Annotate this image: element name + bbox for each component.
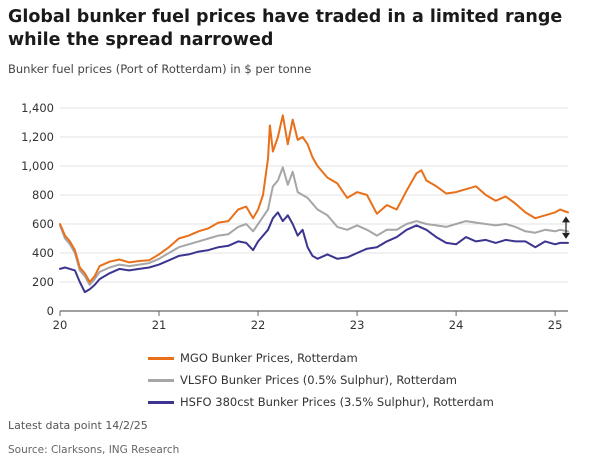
legend: MGO Bunker Prices, Rotterdam VLSFO Bunke… [148,347,494,413]
legend-swatch-hsfo [148,400,174,404]
x-axis: 20 21 22 23 24 25 [53,311,563,332]
legend-label-mgo: MGO Bunker Prices, Rotterdam [180,351,358,365]
y-tick-label: 1,400 [21,101,54,115]
source-note: Source: Clarksons, ING Research [8,444,180,456]
y-tick-label: 1,000 [21,159,54,173]
chart-title: Global bunker fuel prices have traded in… [8,7,563,50]
legend-swatch-vlsfo [148,378,174,382]
series-lines [59,114,569,294]
y-tick-label: 800 [32,188,54,202]
gridlines [60,107,568,312]
y-tick-label: 200 [32,275,54,289]
chart-subtitle: Bunker fuel prices (Port of Rotterdam) i… [8,62,312,76]
y-tick-label: 0 [47,304,54,318]
x-tick-label: 22 [251,318,266,332]
x-tick-label: 25 [548,318,563,332]
spread-arrow-head-down [562,232,570,239]
series-line [59,166,569,286]
y-tick-label: 1,200 [21,130,54,144]
spread-arrow-icon [562,216,570,239]
legend-item-vlsfo: VLSFO Bunker Prices (0.5% Sulphur), Rott… [148,369,494,391]
x-tick-label: 21 [152,318,167,332]
y-tick-label: 400 [32,246,54,260]
x-tick-label: 23 [350,318,365,332]
latest-data-note: Latest data point 14/2/25 [8,419,148,432]
legend-item-hsfo: HSFO 380cst Bunker Prices (3.5% Sulphur)… [148,391,494,413]
y-axis: 0 200 400 600 800 1,000 1,200 1,400 [21,101,54,318]
x-tick-label: 20 [53,318,68,332]
legend-label-vlsfo: VLSFO Bunker Prices (0.5% Sulphur), Rott… [180,373,457,387]
y-tick-label: 600 [32,217,54,231]
legend-swatch-mgo [148,356,174,360]
series-line [59,114,569,283]
legend-label-hsfo: HSFO 380cst Bunker Prices (3.5% Sulphur)… [180,395,494,409]
x-tick-label: 24 [449,318,464,332]
spread-arrow-head-up [562,216,570,223]
series-line [59,211,569,294]
legend-item-mgo: MGO Bunker Prices, Rotterdam [148,347,494,369]
